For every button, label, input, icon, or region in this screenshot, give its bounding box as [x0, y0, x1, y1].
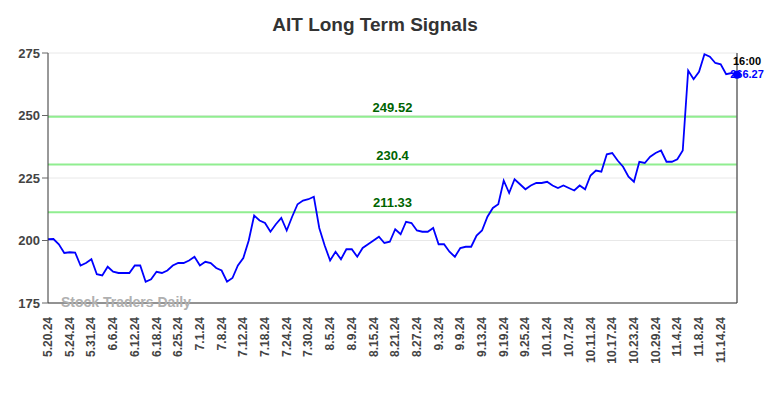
html-text:Stock Traders Daily: Stock Traders Daily [61, 294, 191, 310]
svg-text:230.4: 230.4 [376, 148, 409, 163]
svg-text:200: 200 [18, 233, 40, 248]
html-text:AIT Long Term Signals: AIT Long Term Signals [272, 14, 478, 35]
svg-text:7.12.24: 7.12.24 [236, 317, 250, 357]
svg-text:10.17.24: 10.17.24 [605, 317, 619, 364]
svg-text:5.31.24: 5.31.24 [84, 317, 98, 357]
svg-text:10.7.24: 10.7.24 [562, 317, 576, 357]
svg-text:11.4.24: 11.4.24 [670, 317, 684, 357]
svg-text:7.30.24: 7.30.24 [301, 317, 315, 357]
svg-text:7.8.24: 7.8.24 [215, 317, 229, 351]
svg-text:7.24.24: 7.24.24 [280, 317, 294, 357]
svg-text:8.15.24: 8.15.24 [367, 317, 381, 357]
svg-text:9.3.24: 9.3.24 [432, 317, 446, 351]
svg-text:10.11.24: 10.11.24 [584, 317, 598, 363]
svg-text:8.27.24: 8.27.24 [410, 317, 424, 357]
svg-text:10.29.24: 10.29.24 [649, 317, 663, 364]
svg-text:6.18.24: 6.18.24 [150, 317, 164, 357]
svg-text:9.19.24: 9.19.24 [497, 317, 511, 357]
svg-text:250: 250 [18, 108, 40, 123]
svg-text:266.27: 266.27 [730, 68, 764, 80]
svg-text:9.9.24: 9.9.24 [453, 317, 467, 351]
svg-text:11.8.24: 11.8.24 [692, 317, 706, 357]
svg-text:8.21.24: 8.21.24 [388, 317, 402, 357]
svg-text:7.1.24: 7.1.24 [193, 317, 207, 351]
svg-text:10.1.24: 10.1.24 [540, 317, 554, 357]
svg-text:211.33: 211.33 [373, 195, 412, 210]
svg-text:8.9.24: 8.9.24 [345, 317, 359, 351]
svg-text:7.18.24: 7.18.24 [258, 317, 272, 357]
svg-text:11.14.24: 11.14.24 [714, 317, 728, 363]
svg-text:16:00: 16:00 [733, 55, 761, 67]
svg-text:5.24.24: 5.24.24 [63, 317, 77, 357]
svg-text:5.20.24: 5.20.24 [41, 317, 55, 357]
svg-text:249.52: 249.52 [373, 100, 413, 115]
svg-text:9.25.24: 9.25.24 [518, 317, 532, 357]
svg-text:6.12.24: 6.12.24 [128, 317, 142, 357]
svg-text:275: 275 [18, 46, 40, 61]
svg-text:6.25.24: 6.25.24 [171, 317, 185, 357]
svg-text:175: 175 [18, 296, 40, 311]
svg-text:10.23.24: 10.23.24 [627, 317, 641, 364]
svg-text:8.5.24: 8.5.24 [323, 317, 337, 351]
svg-text:225: 225 [18, 171, 40, 186]
svg-text:6.6.24: 6.6.24 [106, 317, 120, 351]
svg-text:9.13.24: 9.13.24 [475, 317, 489, 357]
